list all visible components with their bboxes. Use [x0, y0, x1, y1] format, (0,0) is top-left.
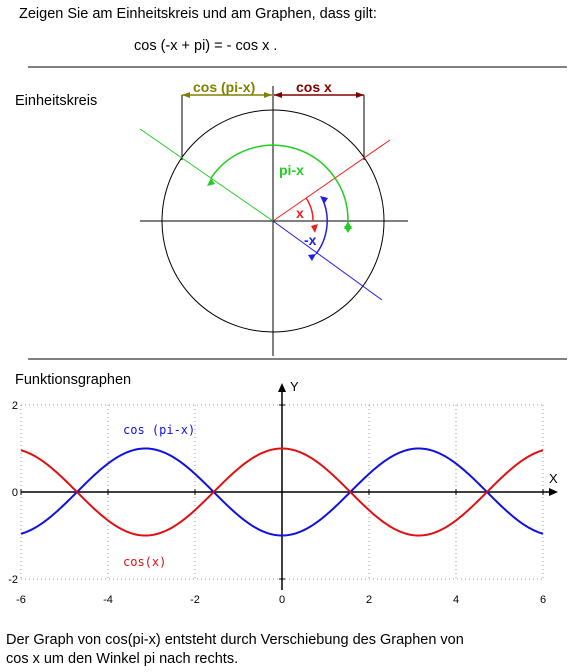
ray-x — [272, 139, 391, 222]
arrowhead-icon — [207, 178, 215, 186]
arc-pi-minus-x — [210, 144, 349, 222]
arrowhead-icon — [308, 254, 316, 261]
arrowhead-icon — [320, 196, 328, 204]
label-x: x — [296, 205, 304, 221]
y-tick-label: 0 — [12, 487, 18, 499]
series-line-cosx — [20, 447, 544, 537]
graph-title: Funktionsgraphen — [15, 372, 132, 388]
x-tick-label: -4 — [103, 594, 113, 606]
arrowhead-icon — [344, 226, 352, 233]
footer-line-1: Der Graph von cos(pi-x) entsteht durch V… — [6, 632, 464, 648]
arrowhead-icon — [356, 92, 364, 98]
arrowhead-icon — [311, 224, 318, 233]
unit-circle-diagram: cos (pi-x) cos x pi-x x -x — [139, 79, 408, 356]
ray-minus-x — [272, 220, 383, 301]
y-axis-label: Y — [290, 379, 299, 394]
x-tick-label: 2 — [366, 594, 372, 606]
arrowhead-icon — [274, 92, 282, 98]
arrowhead-icon — [182, 92, 190, 98]
label-cos-pi-minus-x: cos (pi-x) — [193, 79, 255, 95]
label-cos-x: cos x — [296, 79, 332, 95]
x-tick-label: -6 — [16, 594, 26, 606]
label-minus-x: -x — [304, 232, 317, 248]
ray-pi-minus-x — [139, 128, 274, 222]
series-line-cospix — [20, 447, 544, 537]
arrowhead-icon — [264, 92, 272, 98]
label-pi-minus-x: pi-x — [279, 162, 304, 178]
unit-circle-title: Einheitskreis — [15, 93, 98, 109]
x-axis-arrow-icon — [549, 488, 558, 496]
arc-minus-x — [315, 197, 328, 255]
y-axis-arrow-icon — [278, 383, 286, 392]
arc-x — [305, 197, 314, 222]
x-tick-label: 0 — [279, 594, 285, 606]
x-tick-label: -2 — [190, 594, 200, 606]
y-tick-label: 2 — [12, 400, 18, 412]
y-tick-label: -2 — [8, 574, 18, 586]
x-tick-label: 6 — [540, 594, 546, 606]
footer-line-2: cos x um den Winkel pi nach rechts. — [6, 651, 239, 667]
function-graph: -6 -4 -2 0 2 4 6 -2 0 2 — [8, 383, 558, 606]
graph-curves — [20, 447, 544, 537]
graph-ticks: -6 -4 -2 0 2 4 6 -2 0 2 — [8, 400, 546, 606]
identity-text: cos (-x + pi) = - cos x . — [134, 38, 278, 54]
x-tick-label: 4 — [453, 594, 459, 606]
x-axis-label: X — [549, 471, 558, 486]
legend-cos-pi-minus-x: cos (pi-x) — [123, 423, 195, 437]
task-text: Zeigen Sie am Einheitskreis und am Graph… — [19, 6, 377, 22]
legend-cos-x: cos(x) — [123, 555, 166, 569]
